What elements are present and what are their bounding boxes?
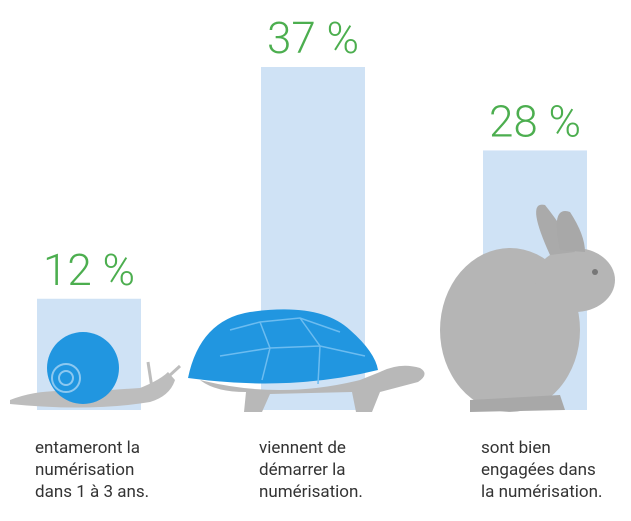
category-label: viennent de: [259, 438, 346, 458]
value-label: 37 %: [267, 12, 359, 64]
category-label: la numérisation.: [481, 482, 602, 502]
category-label: entameront la: [35, 438, 140, 458]
value-label: 28 %: [489, 95, 581, 147]
category-label: numérisation: [35, 460, 134, 480]
category-label: sont bien: [481, 438, 551, 458]
category-label: démarrer la: [259, 460, 346, 480]
category-label: numérisation.: [259, 482, 363, 502]
snail: [10, 332, 180, 408]
chart: 12 % entameront lanumérisationdans 1 à 3 …: [0, 0, 631, 521]
value-label: 12 %: [43, 244, 135, 296]
category-label: dans 1 à 3 ans.: [35, 482, 149, 502]
category-label: engagées dans: [481, 460, 596, 480]
